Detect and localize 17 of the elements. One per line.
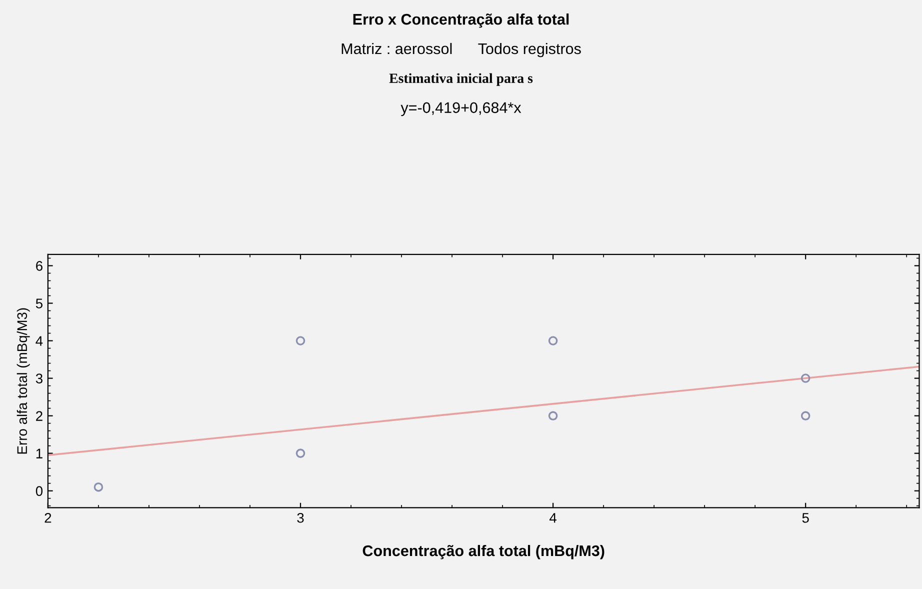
x-tick-label: 3 [297,512,304,523]
x-tick-label: 2 [44,512,52,523]
y-tick-label: 3 [36,374,42,384]
x-axis-title: Concentração alfa total (mBq/M3) [362,544,604,560]
y-axis-title: Erro alfa total (mBq/M3) [16,308,30,454]
text: Estimativa inicial para s [389,73,533,86]
text: y=-0,419+0,684*x [400,102,522,116]
y-tick-label: 6 [36,261,42,271]
y-tick-label: 2 [36,411,42,421]
x-tick-label: 5 [802,513,809,523]
y-tick-label: 4 [36,336,43,346]
y-tick-label: 0 [36,486,43,496]
y-tick-label: 5 [36,298,42,308]
chart-subtitle: Matriz : aerossol Todos registros [342,42,581,58]
chart-title: Erro x Concentração alfa total [353,13,569,28]
y-tick-label: 1 [36,448,42,458]
x-tick-label: 4 [549,513,556,523]
